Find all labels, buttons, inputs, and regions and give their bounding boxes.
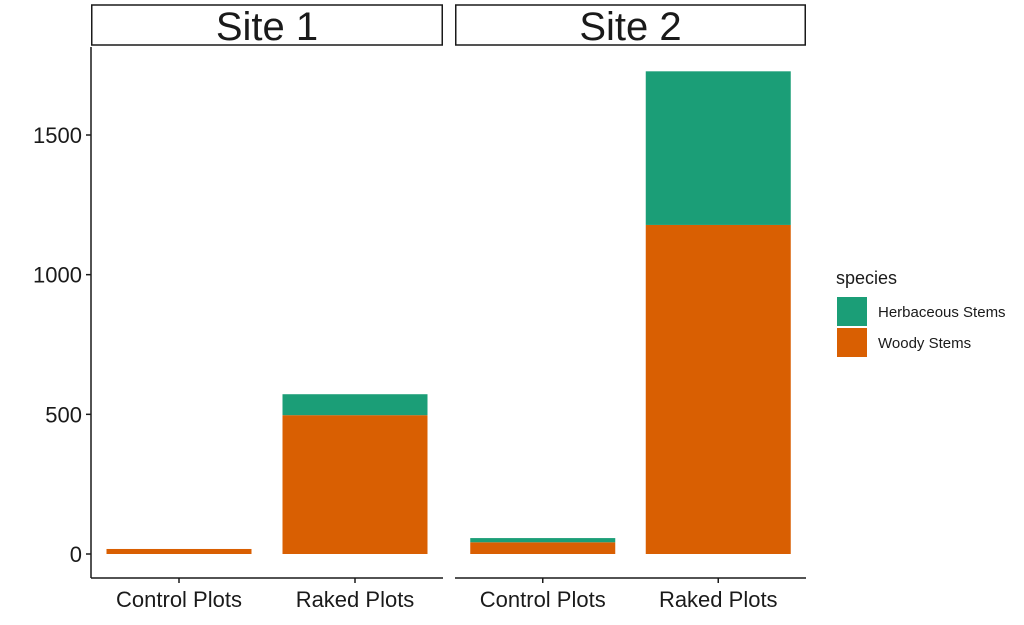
facet-strip-label: Site 2 [579,5,681,49]
bar-site-1-control-plots-woody-stems [106,548,252,554]
bar-site-2-control-plots-woody-stems [470,542,616,554]
x-tick-label: Control Plots [116,587,242,612]
facet-panel-site-1: Site 1 Control Plots Raked Plots [91,4,443,612]
y-tick-label: 1500 [33,123,82,148]
y-tick-label: 1000 [33,263,82,288]
facet-strip-label: Site 1 [216,5,318,49]
legend-swatch-woody-stems [837,328,867,357]
facets-layer: Site 1 Control Plots Raked Plots Site 2 Cont… [91,4,806,612]
x-tick-label: Control Plots [480,587,606,612]
x-tick-label: Raked Plots [296,587,415,612]
legend-label-woody-stems: Woody Stems [878,335,971,352]
bar-site-1-raked-plots-woody-stems [282,415,428,554]
bar-site-1-raked-plots-herbaceous-stems [282,394,428,416]
legend-label-herbaceous-stems: Herbaceous Stems [878,304,1006,321]
y-axis: 0 500 1000 1500 [33,47,92,578]
legend-swatch-herbaceous-stems [837,297,867,326]
bar-site-2-raked-plots-herbaceous-stems [645,71,791,225]
bar-site-2-raked-plots-woody-stems [645,224,791,555]
facet-strip [91,4,443,46]
bar-site-2-control-plots-herbaceous-stems [470,538,616,543]
facet-strip [455,4,806,46]
legend: species Herbaceous Stems Woody Stems [836,268,1006,357]
x-tick-label: Raked Plots [659,587,778,612]
y-tick-label: 500 [45,402,82,427]
facet-panel-site-2: Site 2 Control Plots Raked Plots [455,4,806,612]
legend-title: species [836,268,897,288]
y-tick-label: 0 [70,542,82,567]
